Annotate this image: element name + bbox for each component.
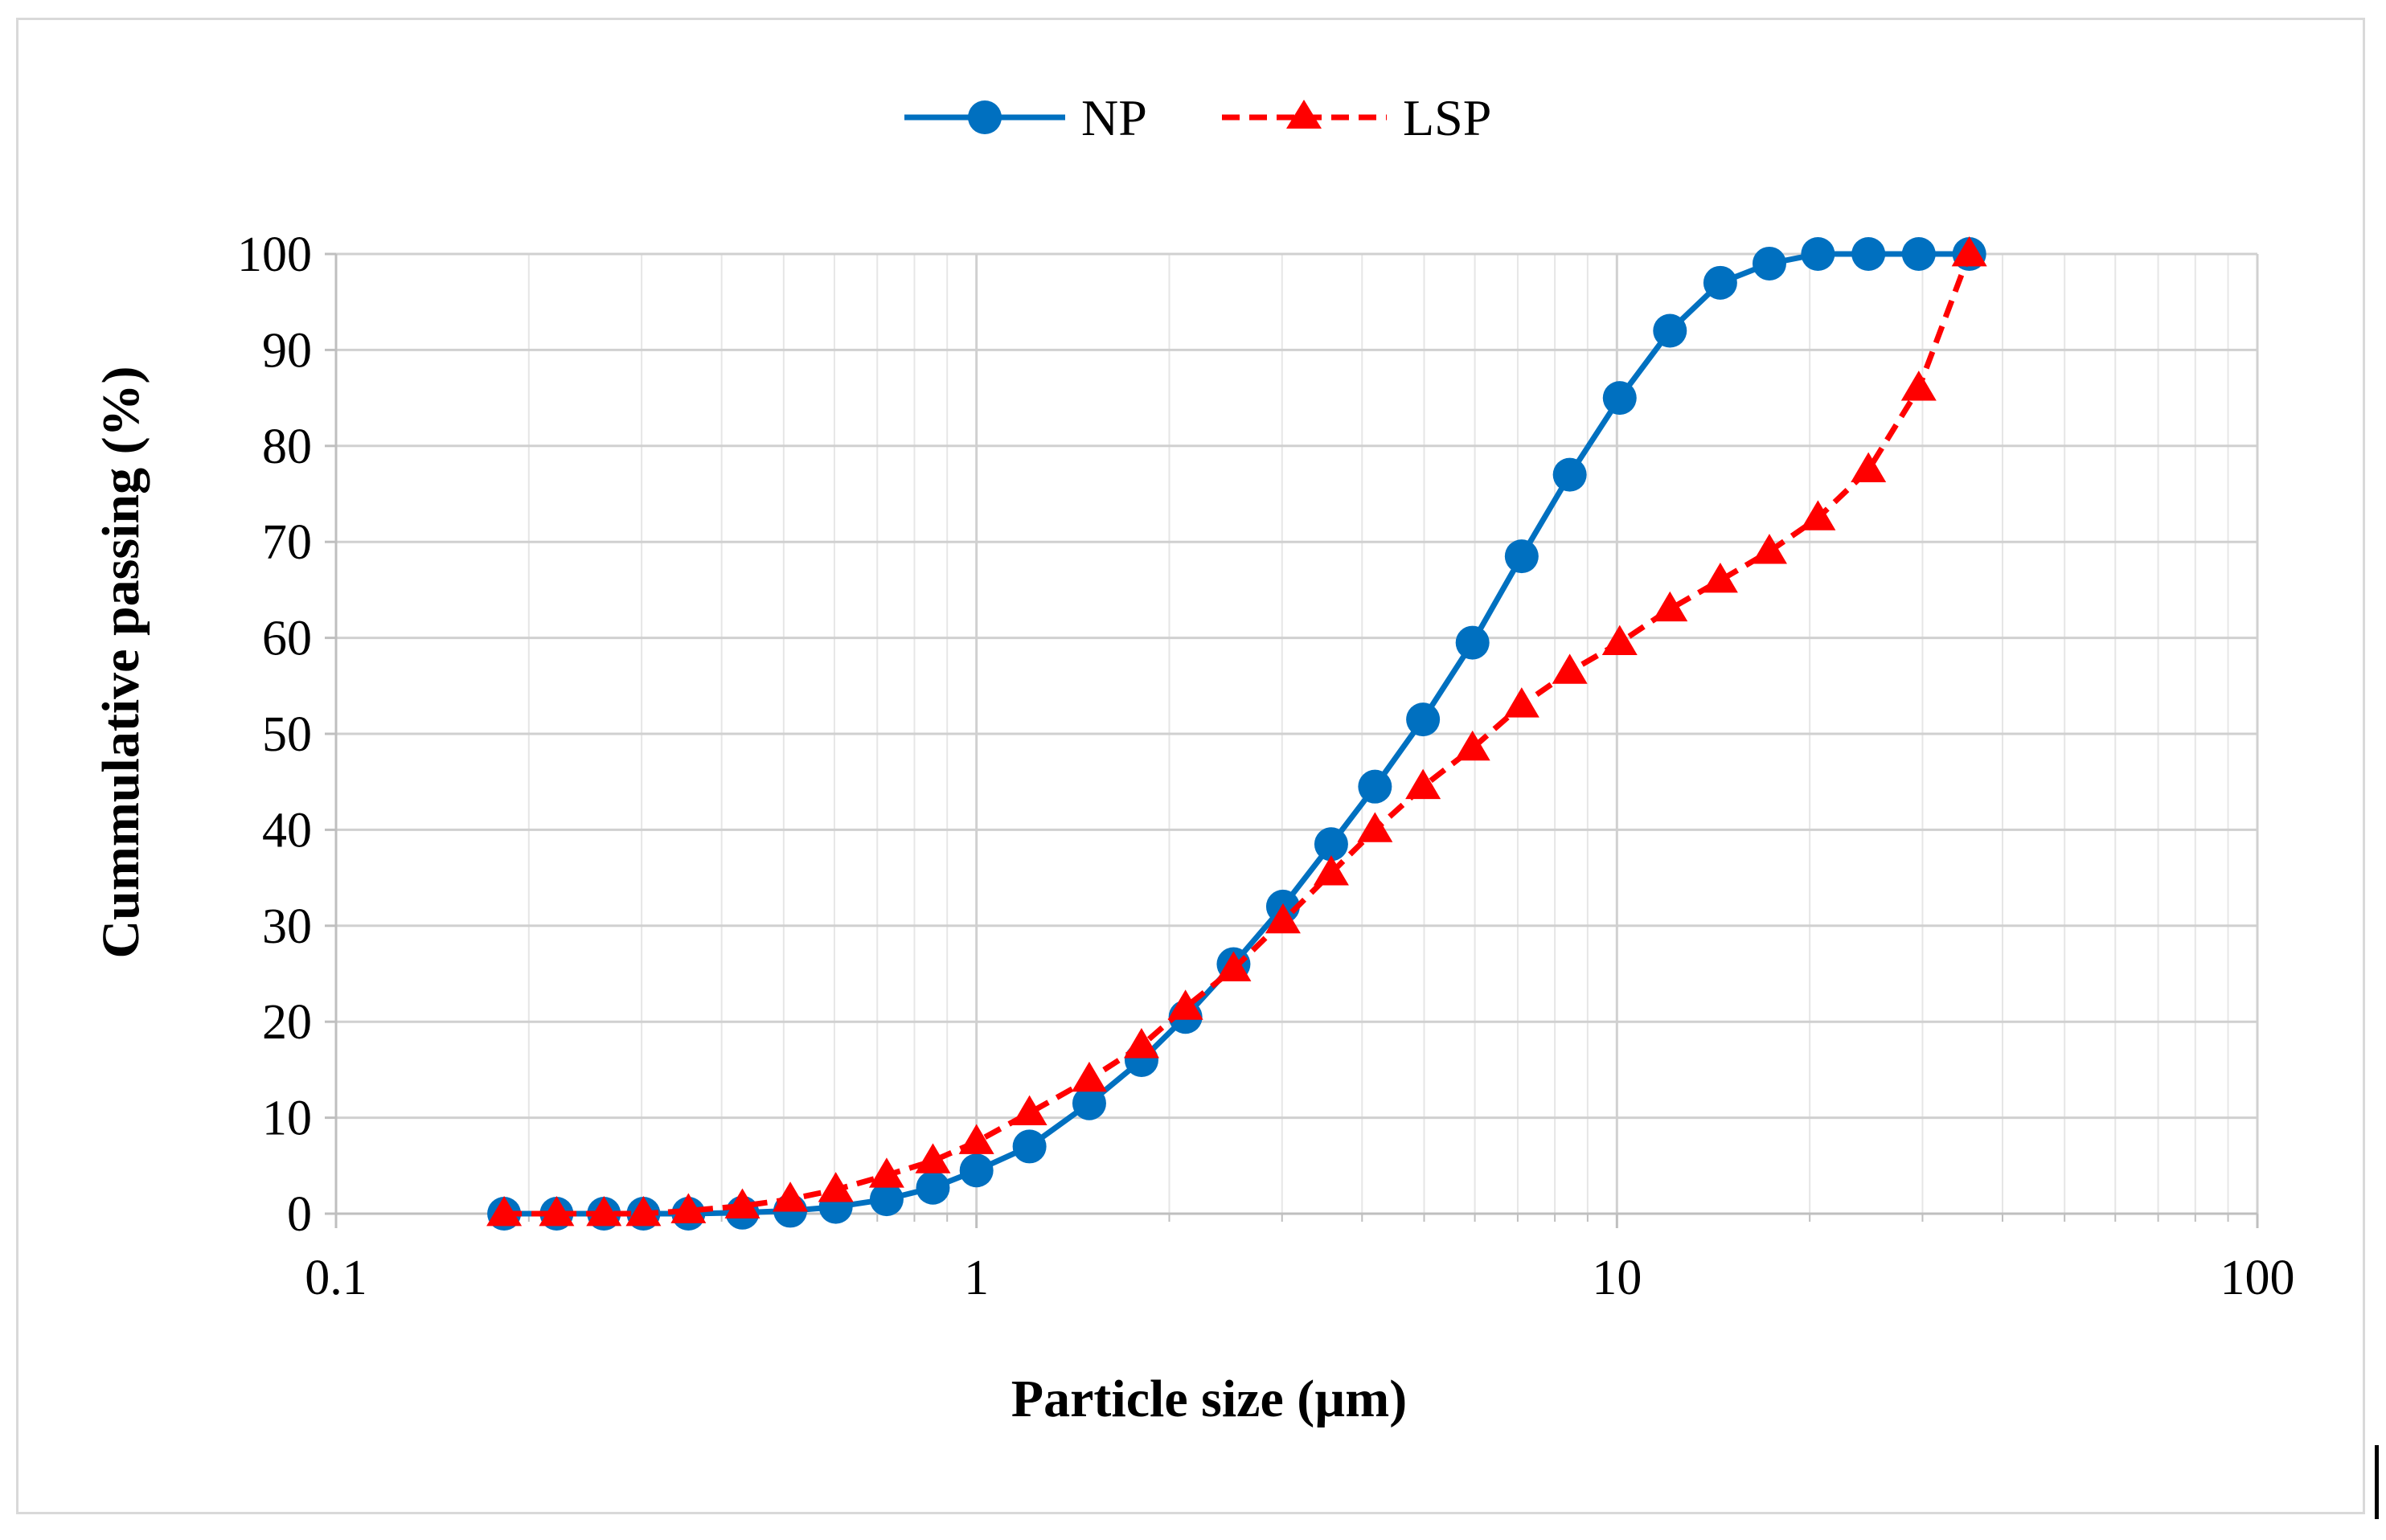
legend-np-marker	[968, 100, 1002, 134]
x-tick-label: 100	[2220, 1251, 2295, 1305]
series-lsp-point	[1011, 1095, 1047, 1126]
text-cursor-mark	[2375, 1445, 2379, 1519]
series-np-point	[1752, 246, 1786, 281]
axes	[325, 252, 2259, 1228]
series-lsp-point	[1405, 768, 1441, 800]
gridlines	[334, 252, 2259, 1215]
series-np-point	[959, 1153, 994, 1188]
series-lsp-point	[1313, 855, 1349, 886]
series-lsp-point	[724, 1188, 760, 1218]
series-lsp-point	[1357, 812, 1393, 842]
series-np-point	[1552, 457, 1587, 492]
y-tick-label: 0	[287, 1187, 312, 1242]
series-np-point	[1358, 769, 1392, 804]
series-lsp-point	[1503, 687, 1539, 718]
series-lsp-point	[1552, 653, 1588, 684]
x-tick-label: 1	[964, 1251, 989, 1305]
y-tick-label: 30	[262, 899, 312, 954]
series-lsp-point	[1702, 562, 1738, 593]
series-np-point	[1406, 702, 1441, 737]
series-lsp-point	[1652, 591, 1688, 622]
series-lsp-point	[958, 1124, 994, 1154]
x-tick-label: 10	[1592, 1251, 1642, 1305]
series-np-point	[1851, 237, 1886, 271]
series-np-point	[1314, 827, 1348, 862]
series-lsp-point	[1851, 452, 1887, 483]
series-np-point	[869, 1182, 904, 1217]
y-tick-label: 100	[237, 227, 312, 282]
y-tick-label: 20	[262, 995, 312, 1050]
y-tick-label: 50	[262, 707, 312, 762]
series-lsp-point	[539, 1196, 575, 1227]
y-axis-title: Cummulative passing (%)	[92, 366, 150, 958]
series-lsp-point	[670, 1193, 707, 1223]
series-lsp-point	[1900, 371, 1937, 401]
series-np-point	[1653, 313, 1687, 348]
series-lsp-point	[1071, 1061, 1107, 1092]
series-lsp-point	[1800, 500, 1836, 530]
y-tick-label: 40	[262, 803, 312, 858]
series-lsp-point	[1601, 625, 1638, 655]
series-np-point	[1703, 265, 1737, 300]
series-lsp-point	[818, 1172, 854, 1202]
tick-labels: 0 10 20 30 40 50 60 70 80 90 100 0.1 1 10 100	[237, 227, 2295, 1305]
series-lsp-point	[586, 1196, 622, 1227]
series-lsp-point	[1265, 903, 1301, 934]
y-tick-label: 10	[262, 1092, 312, 1146]
series-lsp-point	[1216, 951, 1252, 981]
series-lsp-point	[625, 1196, 662, 1227]
series-np-point	[1602, 381, 1637, 416]
x-tick-label: 0.1	[305, 1251, 367, 1305]
series-np-point	[916, 1170, 950, 1205]
series-np-point	[1072, 1086, 1106, 1120]
legend-np-label: NP	[1081, 89, 1147, 146]
y-tick-label: 90	[262, 323, 312, 378]
series-layer	[486, 236, 1987, 1231]
series-lsp-point	[1454, 730, 1490, 761]
y-tick-label: 70	[262, 515, 312, 570]
legend-lsp-label: LSP	[1403, 89, 1491, 146]
series-np-point	[1801, 237, 1835, 271]
series-lsp-point	[1167, 989, 1203, 1020]
series-lsp-point	[1951, 236, 1987, 267]
series-lsp-point	[915, 1143, 951, 1173]
series-np-point	[1504, 539, 1539, 574]
x-axis-title: Particle size (µm)	[1011, 1370, 1407, 1428]
series-lsp-point	[486, 1196, 523, 1227]
y-tick-label: 60	[262, 612, 312, 666]
legend: NP LSP	[904, 89, 1491, 146]
series-np-point	[1455, 625, 1490, 660]
legend-lsp-marker	[1286, 100, 1322, 129]
series-lsp-point	[1123, 1028, 1159, 1059]
legend-item-np: NP	[904, 89, 1147, 146]
y-tick-label: 80	[262, 420, 312, 474]
legend-item-lsp: LSP	[1222, 89, 1491, 146]
series-lsp-point	[868, 1157, 904, 1188]
series-lsp-point	[773, 1182, 809, 1212]
series-lsp-point	[1751, 534, 1787, 564]
series-np-point	[1012, 1129, 1047, 1164]
series-np-point	[1901, 237, 1936, 271]
